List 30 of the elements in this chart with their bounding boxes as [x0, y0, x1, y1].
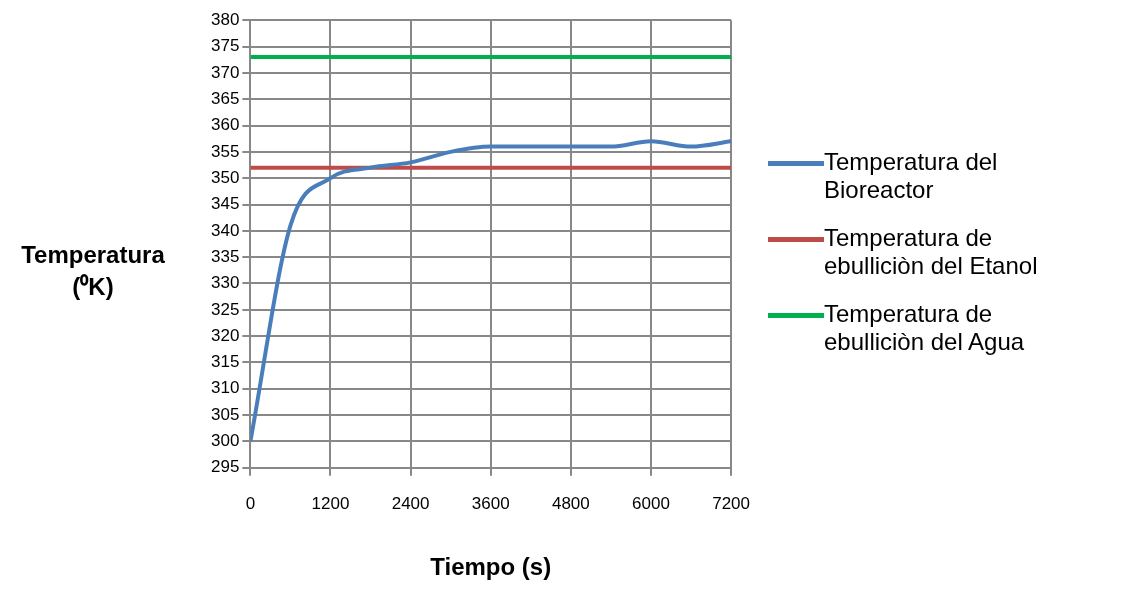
x-tick-label: 6000	[632, 493, 670, 513]
y-tick-label: 380	[210, 9, 240, 29]
y-tick-label: 325	[210, 299, 240, 319]
y-tick-label: 365	[210, 88, 240, 108]
y-tick-label: 370	[210, 62, 240, 82]
y-tick-label: 305	[210, 404, 240, 424]
y-axis-title: Temperatura (⁰K)	[20, 241, 166, 302]
y-tick-label: 300	[210, 430, 240, 450]
x-tick-label: 0	[245, 493, 256, 513]
y-tick-label: 375	[210, 35, 240, 55]
legend-label: Temperatura de ebulliciòn del Etanol	[824, 223, 1039, 280]
legend-label: Temperatura de ebulliciòn del Agua	[824, 299, 1026, 356]
x-tick-label: 2400	[391, 493, 430, 513]
y-tick-label: 320	[210, 325, 240, 345]
y-tick-label: 315	[210, 351, 240, 371]
y-tick-label: 295	[210, 456, 240, 476]
y-tick-label: 350	[210, 167, 240, 187]
y-tick-label: 345	[210, 193, 240, 213]
y-tick-label: 355	[210, 141, 240, 161]
x-tick-label: 3600	[471, 493, 510, 513]
x-tick-label: 4800	[551, 493, 590, 513]
x-axis-title: Tiempo (s)	[430, 552, 552, 580]
x-tick-label: 1200	[311, 493, 350, 513]
x-tick-label: 7200	[712, 493, 750, 513]
y-tick-label: 335	[210, 246, 240, 266]
y-tick-label: 340	[210, 220, 240, 240]
y-tick-label: 330	[210, 272, 240, 292]
y-tick-label: 360	[210, 114, 240, 134]
y-tick-label: 310	[210, 378, 240, 397]
legend-label: Temperatura del Bioreactor	[824, 147, 999, 204]
